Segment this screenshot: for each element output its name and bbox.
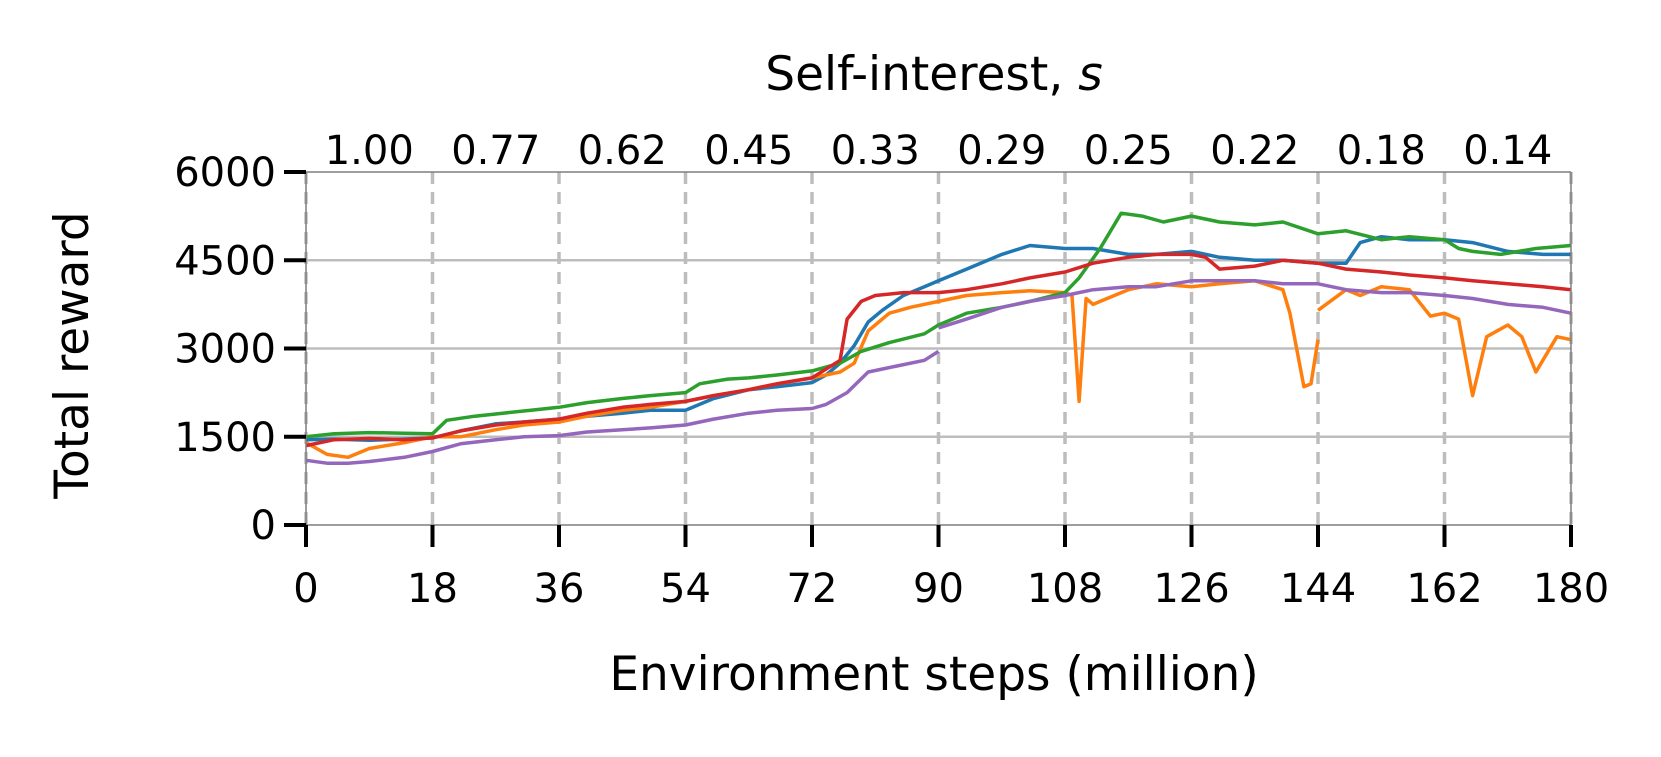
x-tick-label: 90 (913, 566, 964, 612)
x-tick-label: 162 (1406, 566, 1482, 612)
labels-layer: Environment steps (million) Total reward… (45, 47, 1259, 702)
x-tick-label: 54 (660, 566, 711, 612)
top-axis-tick-label: 0.62 (578, 128, 667, 174)
y-axis-title: Total reward (45, 211, 100, 500)
series-line-2 (305, 279, 1572, 460)
series-line-3 (305, 211, 1572, 439)
x-tick-label: 72 (787, 566, 838, 612)
grid-layer (304, 172, 1573, 525)
x-axis-title: Environment steps (million) (609, 647, 1258, 702)
y-tick-label: 3000 (174, 327, 276, 373)
x-tick-label: 108 (1027, 566, 1103, 612)
y-tick-label: 4500 (174, 238, 276, 284)
y-tick-label: 1500 (174, 415, 276, 461)
series-line-5 (305, 279, 1572, 465)
y-tick-label: 0 (251, 503, 276, 549)
top-axis-tick-label: 1.00 (325, 128, 414, 174)
top-axis-tick-label: 0.33 (831, 128, 920, 174)
x-tick-label: 144 (1280, 566, 1356, 612)
axes-layer: 0 1500 3000 4500 6000 0 18 36 54 72 90 108 126 144 162… (174, 128, 1609, 612)
top-axis-title: Self-interest, s (765, 47, 1102, 102)
y-tick-label: 6000 (174, 150, 276, 196)
series-line-4 (305, 252, 1572, 448)
x-tick-label: 18 (407, 566, 458, 612)
top-axis-tick-label: 0.22 (1210, 128, 1299, 174)
top-axis-tick-label: 0.77 (451, 128, 540, 174)
top-axis-tick-label: 0.14 (1463, 128, 1552, 174)
x-tick-label: 36 (534, 566, 585, 612)
x-tick-label: 126 (1153, 566, 1229, 612)
x-tick-label: 180 (1533, 566, 1609, 612)
series-layer (305, 211, 1572, 465)
top-axis-tick-label: 0.25 (1084, 128, 1173, 174)
top-axis-tick-label: 0.45 (704, 128, 793, 174)
top-axis-title-text: Self-interest, (765, 47, 1078, 102)
top-axis-title-symbol: s (1078, 47, 1103, 102)
x-tick-label: 0 (293, 566, 318, 612)
top-axis-tick-label: 0.18 (1337, 128, 1426, 174)
top-axis-tick-label: 0.29 (957, 128, 1046, 174)
